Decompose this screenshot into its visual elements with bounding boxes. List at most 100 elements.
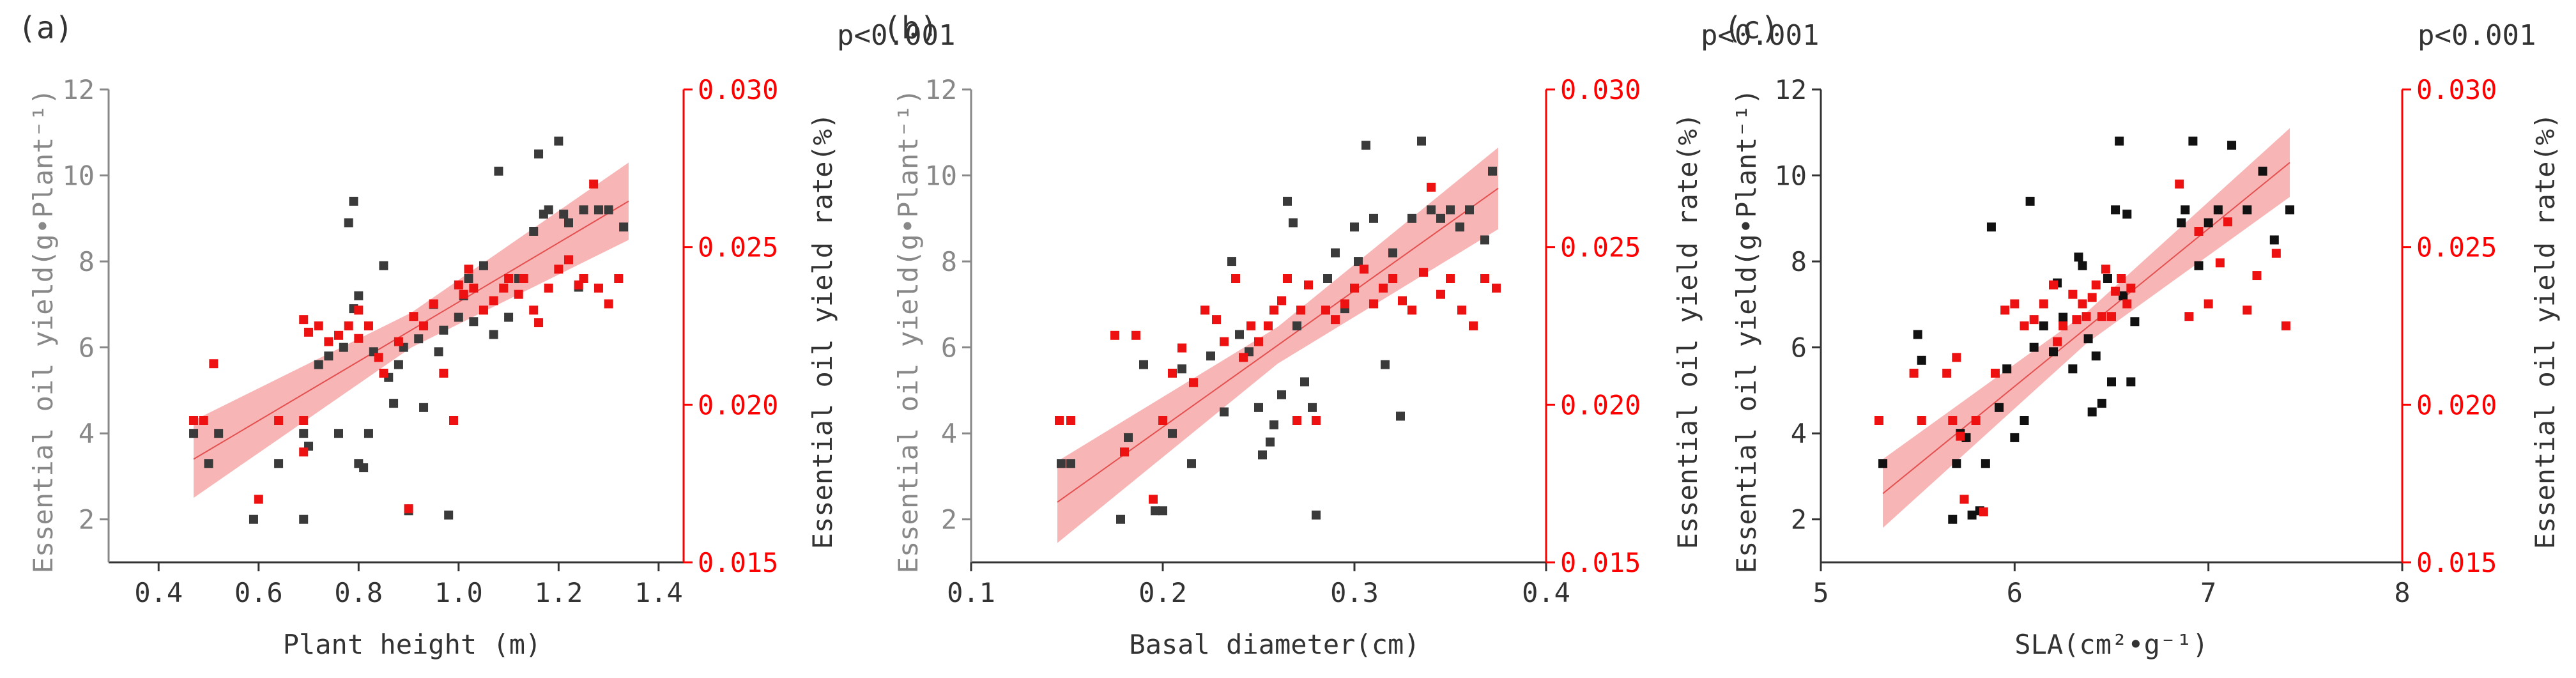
yield-point [314,360,323,369]
rate-point [1991,369,2000,378]
rate-point [2058,321,2068,330]
yield-point [1277,390,1286,399]
yield-point [189,429,199,438]
rate-point [254,495,263,504]
rate-point [2082,312,2091,321]
y-right-tick-label: 0.025 [1560,232,1641,263]
x-axis-label: Basal diameter(cm) [1129,629,1420,660]
yield-point [2097,399,2106,408]
rate-point [1212,315,1221,325]
rate-point [1952,353,1961,362]
y-right-tick-label: 0.015 [2416,547,2497,578]
y-right-tick-label: 0.030 [1560,74,1641,105]
x-tick-label: 5 [1813,577,1828,608]
rate-point [404,504,413,514]
y-right-tick-label: 0.020 [1560,389,1641,420]
rate-point [2184,312,2194,321]
y-right-tick-label: 0.015 [698,547,778,578]
y-axis-left-label: Essential oil yield(g•Plant⁻¹) [1731,89,1762,574]
yield-point [1948,514,1958,524]
rate-point [469,283,479,293]
yield-point [2258,166,2267,176]
series-rate [1055,182,1501,504]
yield-point [1427,205,1436,215]
rate-point [564,255,573,265]
yield-point [344,218,353,227]
rate-point [2000,305,2010,315]
rate-point [614,274,624,283]
yield-point [1967,511,1977,520]
yield-point [444,511,454,520]
yield-point [469,317,479,327]
rate-point [419,321,429,330]
rate-point [449,416,458,425]
yield-point [324,351,334,361]
x-tick-label: 0.3 [1330,577,1379,608]
x-tick-label: 1.2 [534,577,583,608]
yield-point [274,459,284,468]
rate-point [1492,283,1501,293]
p-value: p<0.001 [2418,19,2536,52]
rate-point [354,334,364,343]
yield-point [1381,360,1390,369]
yield-point [2025,196,2035,206]
y-axis-right-label: Essential oil yield rate(%) [1672,113,1703,550]
yield-point [1308,403,1317,412]
yield-point [1057,459,1066,468]
rate-point [1189,378,1198,387]
x-ticks: 5 6 7 8 [1813,577,2410,608]
yield-point [544,205,553,215]
yield-point [379,261,388,270]
yield-point [2111,205,2120,215]
x-tick-label: 7 [2200,577,2216,608]
yield-point [2039,321,2048,330]
rate-point [2223,217,2232,227]
y-right-tick-label: 0.030 [2416,74,2497,105]
yield-point [564,218,573,227]
rate-point [2242,305,2252,315]
yield-point [2269,235,2279,245]
y-right-tick-label: 0.025 [2416,232,2497,263]
x-tick-label: 1.4 [634,577,683,608]
rate-point [504,274,514,283]
rate-point [1254,337,1263,346]
yield-point [1952,459,1961,468]
rate-point [2215,258,2225,268]
y-left-tick-label: 2 [79,504,95,535]
rate-point [589,180,599,189]
rate-point [1427,182,1436,192]
rate-point [324,337,334,346]
yield-point [2103,274,2112,283]
rate-point [1909,369,1919,378]
rate-point [1379,283,1388,293]
yield-point [1465,205,1474,215]
yield-point [2122,210,2132,219]
rate-point [2204,299,2213,309]
rate-point [364,321,373,330]
yield-point [1151,506,1160,516]
yield-point [1312,511,1321,520]
yield-point [2115,136,2124,146]
rate-point [2194,227,2204,236]
rate-point [454,280,463,289]
rate-point [299,416,309,425]
y-right-tick-label: 0.020 [698,389,778,420]
rate-point [2107,312,2116,321]
yield-point [1158,506,1167,516]
yield-point [389,399,399,408]
rate-point [1948,416,1958,425]
yield-point [1323,274,1332,283]
rate-point [2101,265,2110,274]
yield-point [1289,218,1298,227]
yield-point [579,205,588,215]
panel-b: (b) p<0.001 Essential oil yield(g•Plant⁻… [883,10,1819,660]
yield-point [2083,334,2093,344]
yield-point [419,403,429,412]
yield-point [204,459,213,468]
rate-point [1220,337,1229,346]
yield-point [349,196,358,206]
rate-point [544,283,553,293]
yield-point [1986,222,1996,232]
rate-point [2175,180,2184,189]
yield-point [299,429,309,438]
